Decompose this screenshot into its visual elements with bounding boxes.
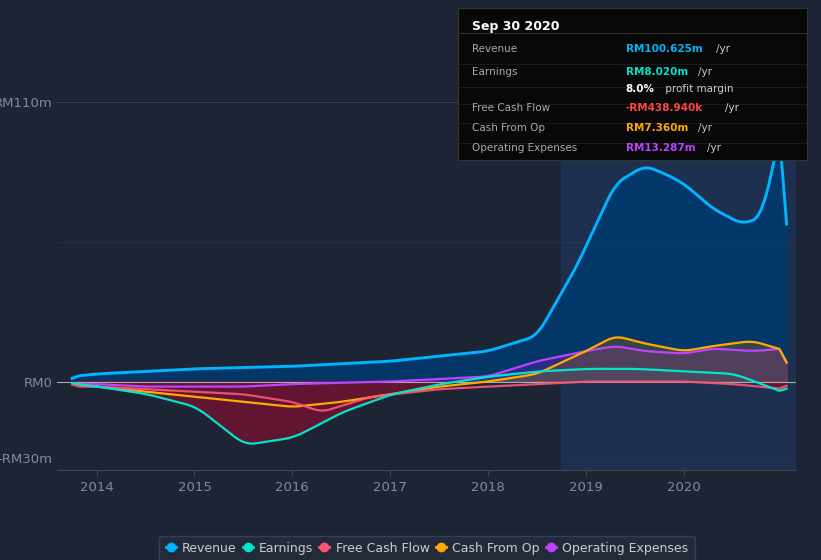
Legend: Revenue, Earnings, Free Cash Flow, Cash From Op, Operating Expenses: Revenue, Earnings, Free Cash Flow, Cash … bbox=[159, 536, 695, 560]
Text: RM13.287m: RM13.287m bbox=[626, 142, 695, 152]
Text: profit margin: profit margin bbox=[662, 83, 733, 94]
Text: /yr: /yr bbox=[726, 103, 740, 113]
Text: RM100.625m: RM100.625m bbox=[626, 44, 702, 54]
Text: /yr: /yr bbox=[707, 142, 722, 152]
Bar bbox=[562, 90, 801, 470]
Text: -RM438.940k: -RM438.940k bbox=[626, 103, 703, 113]
Text: /yr: /yr bbox=[698, 123, 712, 133]
Text: Revenue: Revenue bbox=[472, 44, 517, 54]
Text: Operating Expenses: Operating Expenses bbox=[472, 142, 577, 152]
Text: /yr: /yr bbox=[698, 67, 712, 77]
Text: Earnings: Earnings bbox=[472, 67, 517, 77]
Text: Cash From Op: Cash From Op bbox=[472, 123, 545, 133]
Text: RM7.360m: RM7.360m bbox=[626, 123, 688, 133]
Text: Sep 30 2020: Sep 30 2020 bbox=[472, 21, 560, 34]
Text: /yr: /yr bbox=[717, 44, 731, 54]
Text: 8.0%: 8.0% bbox=[626, 83, 654, 94]
Text: RM8.020m: RM8.020m bbox=[626, 67, 688, 77]
Text: Free Cash Flow: Free Cash Flow bbox=[472, 103, 550, 113]
